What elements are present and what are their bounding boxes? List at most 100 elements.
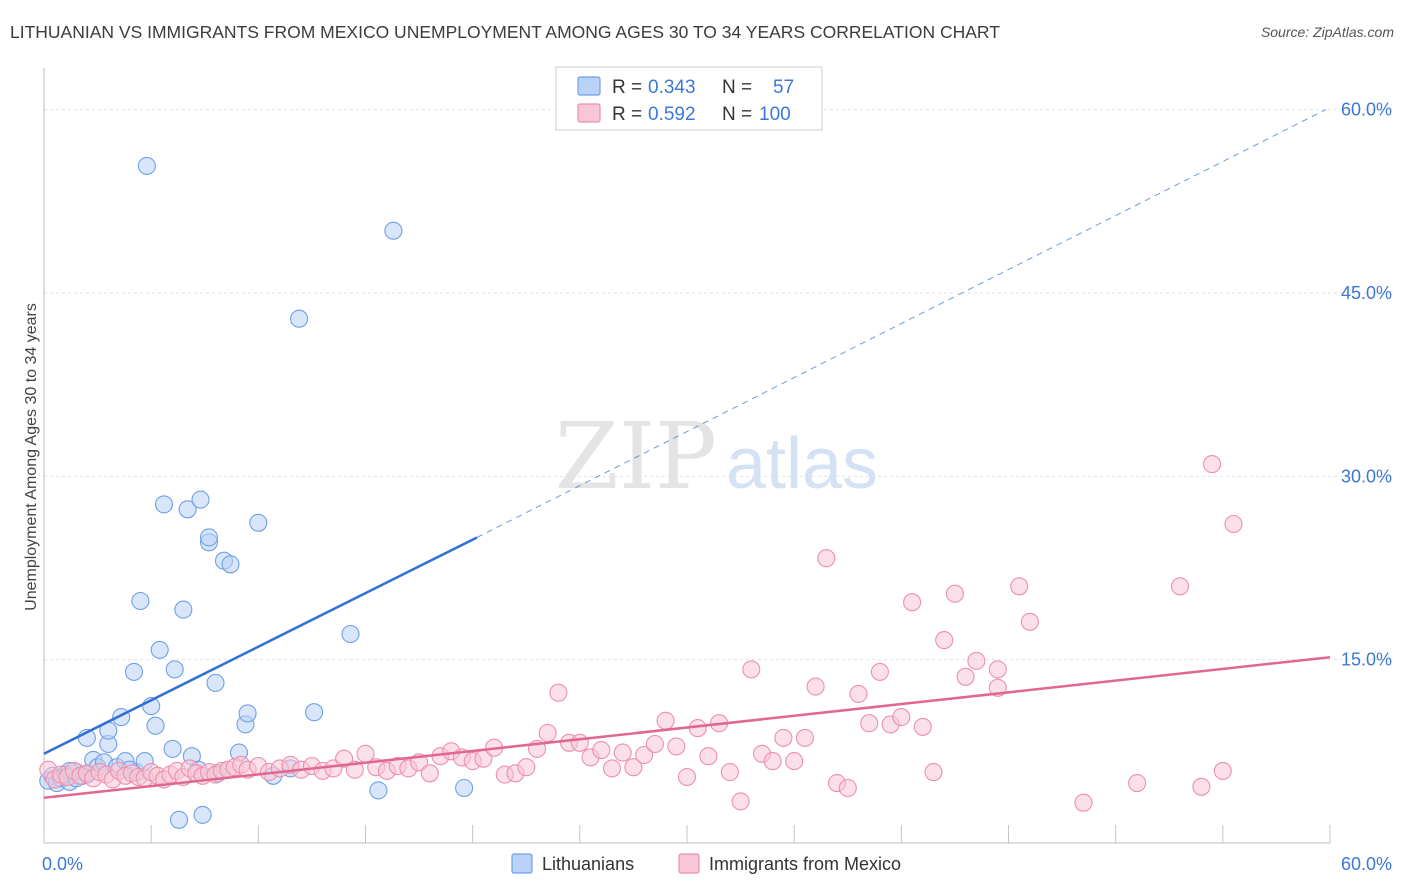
watermark-zip: ZIP xyxy=(555,403,717,510)
x-tick-label: 60.0% xyxy=(1341,854,1392,874)
legend-bottom-swatch-lithuanians xyxy=(511,853,533,874)
point-mexico xyxy=(870,662,889,681)
point-lithuanians xyxy=(238,704,257,723)
point-mexico xyxy=(742,660,761,679)
chart-title: LITHUANIAN VS IMMIGRANTS FROM MEXICO UNE… xyxy=(10,22,1000,42)
point-mexico xyxy=(1128,774,1147,793)
point-mexico xyxy=(892,708,911,727)
point-lithuanians xyxy=(178,500,197,519)
y-tick-label: 45.0% xyxy=(1341,283,1392,303)
legend-top: R = 0.343 N = 57 R = 0.592 N = 100 xyxy=(555,66,823,131)
x-tick-label: 0.0% xyxy=(42,854,83,874)
point-lithuanians xyxy=(174,600,193,619)
point-mexico xyxy=(1224,514,1243,534)
point-lithuanians xyxy=(193,805,212,824)
point-mexico xyxy=(1010,577,1029,596)
legend-r-label: R = xyxy=(612,77,642,98)
point-mexico xyxy=(774,728,793,747)
point-lithuanians xyxy=(137,156,156,175)
point-mexico xyxy=(903,593,922,612)
point-lithuanians xyxy=(199,528,219,547)
point-mexico xyxy=(549,683,568,702)
point-lithuanians xyxy=(384,221,403,240)
point-mexico xyxy=(656,711,675,730)
point-lithuanians xyxy=(124,662,144,681)
point-mexico xyxy=(602,759,622,778)
point-mexico xyxy=(645,734,664,754)
grid-layer xyxy=(44,109,1392,661)
point-mexico xyxy=(538,723,557,743)
point-mexico xyxy=(806,677,825,696)
legend-n-label: N = xyxy=(722,77,752,98)
point-mexico xyxy=(635,745,654,765)
axis-layer: 15.0% 30.0% 45.0% 60.0% 0.0% 60.0% xyxy=(42,68,1392,874)
point-lithuanians xyxy=(305,703,324,722)
point-mexico xyxy=(1020,612,1039,631)
point-lithuanians xyxy=(455,778,474,798)
points-layer xyxy=(39,156,1243,829)
point-lithuanians xyxy=(165,660,184,679)
y-tick-label: 30.0% xyxy=(1341,466,1392,486)
point-lithuanians xyxy=(131,591,150,611)
point-mexico xyxy=(517,758,536,777)
y-axis-label: Unemployment Among Ages 30 to 34 years xyxy=(23,303,40,611)
point-lithuanians xyxy=(150,640,169,659)
legend-r-value: 0.592 xyxy=(648,104,696,125)
point-mexico xyxy=(967,651,986,670)
point-mexico xyxy=(1074,793,1093,812)
point-mexico xyxy=(785,752,804,771)
point-mexico xyxy=(924,763,943,782)
point-lithuanians xyxy=(341,624,360,644)
point-lithuanians xyxy=(249,513,268,532)
y-tick-label: 60.0% xyxy=(1341,100,1392,120)
point-lithuanians xyxy=(290,309,309,328)
point-mexico xyxy=(849,684,868,703)
point-lithuanians xyxy=(369,781,388,800)
point-mexico xyxy=(624,758,643,777)
legend-bottom: Lithuanians Immigrants from Mexico xyxy=(511,853,901,874)
point-mexico xyxy=(1213,761,1232,780)
point-mexico xyxy=(699,747,718,766)
legend-swatch-mexico xyxy=(577,103,601,123)
legend-bottom-label-mexico: Immigrants from Mexico xyxy=(709,854,901,874)
point-mexico xyxy=(945,584,964,603)
point-lithuanians xyxy=(163,739,182,758)
legend-n-value: 100 xyxy=(759,104,791,125)
watermark-atlas: atlas xyxy=(726,424,878,504)
legend-n-value: 57 xyxy=(773,77,794,98)
point-mexico xyxy=(763,752,782,771)
point-mexico xyxy=(1203,455,1222,474)
point-mexico xyxy=(613,743,632,762)
trend-line-lithuanians xyxy=(43,536,478,755)
point-mexico xyxy=(592,741,611,760)
point-mexico xyxy=(935,631,954,650)
legend-bottom-swatch-mexico xyxy=(678,853,700,874)
point-lithuanians xyxy=(154,495,174,514)
point-mexico xyxy=(1192,777,1211,796)
point-mexico xyxy=(817,549,836,568)
legend-bottom-label-lithuanians: Lithuanians xyxy=(542,854,634,874)
y-tick-label: 15.0% xyxy=(1341,650,1392,670)
point-mexico xyxy=(570,733,589,752)
legend-n-label: N = xyxy=(722,104,752,125)
point-mexico xyxy=(956,667,975,686)
watermark: ZIP atlas xyxy=(555,403,878,510)
trend-line-mexico xyxy=(43,655,1331,800)
point-lithuanians xyxy=(191,490,210,509)
trend-layer xyxy=(43,109,1331,800)
trend-line-lithuanians-extrapolated xyxy=(476,109,1326,538)
point-mexico xyxy=(838,778,857,798)
chart-source: Source: ZipAtlas.com xyxy=(1260,24,1394,40)
point-mexico xyxy=(913,717,932,736)
point-mexico xyxy=(420,764,439,783)
point-mexico xyxy=(731,792,750,811)
point-mexico xyxy=(335,749,354,768)
point-lithuanians xyxy=(146,716,165,735)
legend-r-label: R = xyxy=(612,104,642,125)
point-mexico xyxy=(988,660,1007,679)
legend-swatch-lithuanians xyxy=(577,76,601,96)
point-lithuanians xyxy=(206,673,225,692)
point-mexico xyxy=(720,763,739,782)
legend-r-value: 0.343 xyxy=(648,77,696,98)
